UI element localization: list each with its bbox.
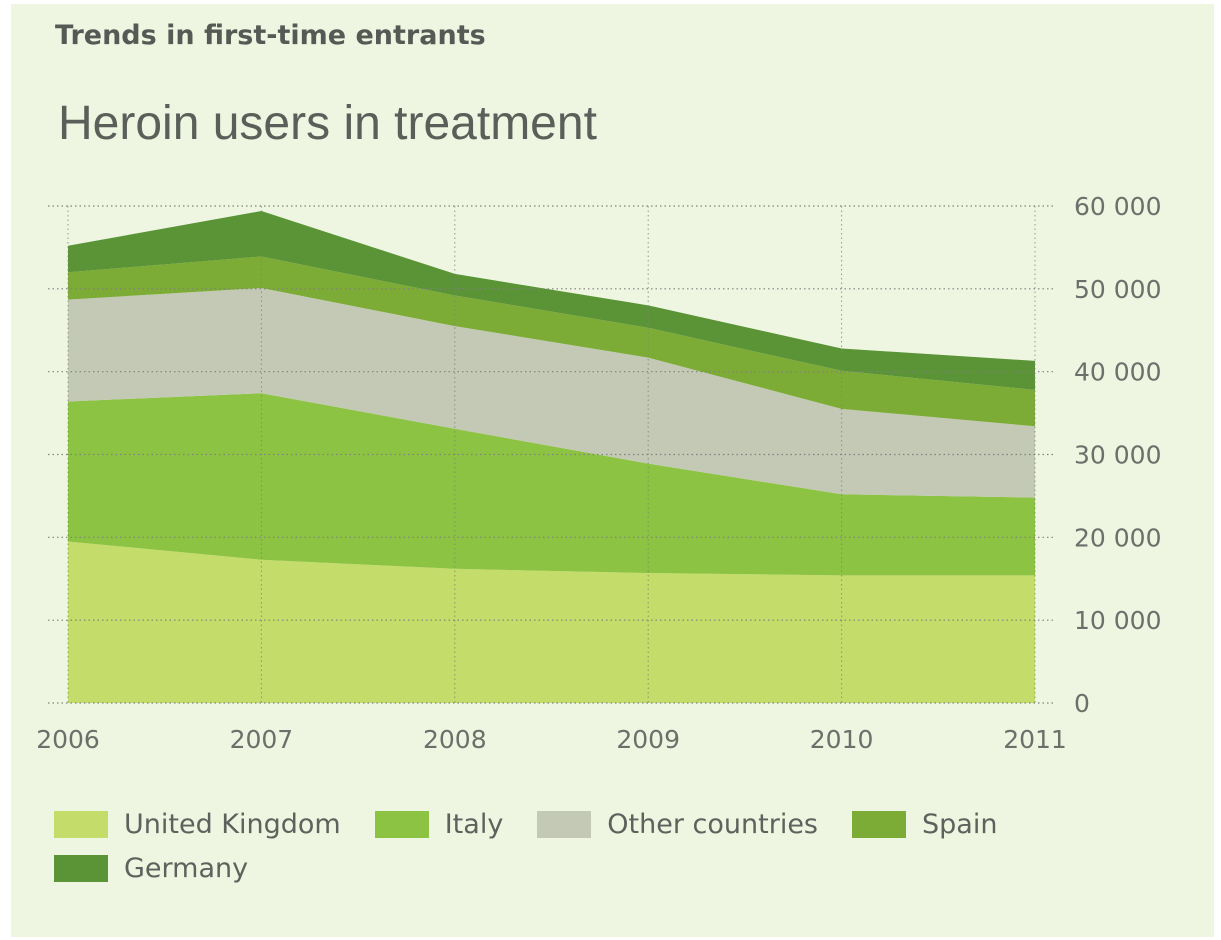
grid-lines <box>48 205 1056 704</box>
legend-swatch <box>852 810 906 838</box>
area-spain <box>68 256 1035 427</box>
y-tick-label: 30 000 <box>1074 441 1161 470</box>
legend-label: Other countries <box>607 808 818 840</box>
legend-label: Spain <box>922 808 998 840</box>
x-tick-label: 2011 <box>1003 725 1067 754</box>
area-germany <box>68 211 1035 390</box>
legend-label: Germany <box>124 852 249 884</box>
y-tick-label: 50 000 <box>1074 275 1161 304</box>
y-tick-label: 20 000 <box>1074 523 1161 552</box>
legend-item-spain: Spain <box>852 808 998 840</box>
legend-swatch <box>374 810 429 838</box>
area-layers <box>68 211 1035 703</box>
y-tick-label: 60 000 <box>1074 192 1161 221</box>
legend: United Kingdom Italy Other countries Spain G… <box>54 808 1064 884</box>
x-tick-label: 2008 <box>423 725 487 754</box>
y-tick-label: 0 <box>1074 689 1090 718</box>
area-united-kingdom <box>68 541 1035 703</box>
legend-label: Italy <box>444 808 504 840</box>
legend-item-other-countries: Other countries <box>537 808 818 840</box>
x-tick-label: 2009 <box>616 725 680 754</box>
legend-swatch <box>54 854 108 882</box>
chart-subtitle: Trends in first-time entrants <box>55 20 486 51</box>
legend-item-germany: Germany <box>54 852 249 884</box>
x-tick-label: 2006 <box>36 725 100 754</box>
area-other-countries <box>68 288 1035 498</box>
area-italy <box>68 393 1035 576</box>
x-axis-ticks: 2006 2007 2008 2009 2010 2011 <box>36 725 1067 754</box>
legend-item-united-kingdom: United Kingdom <box>54 808 341 840</box>
x-tick-label: 2007 <box>230 725 294 754</box>
legend-swatch <box>537 810 592 838</box>
y-tick-label: 40 000 <box>1074 358 1161 387</box>
y-tick-label: 10 000 <box>1074 606 1161 635</box>
x-tick-label: 2010 <box>810 725 874 754</box>
legend-label: United Kingdom <box>124 808 341 840</box>
legend-item-italy: Italy <box>374 808 504 840</box>
y-axis-ticks: 0 10 000 20 000 30 000 40 000 50 000 60 000 <box>1074 192 1161 718</box>
chart-title: Heroin users in treatment <box>58 97 597 150</box>
legend-swatch <box>54 810 108 838</box>
